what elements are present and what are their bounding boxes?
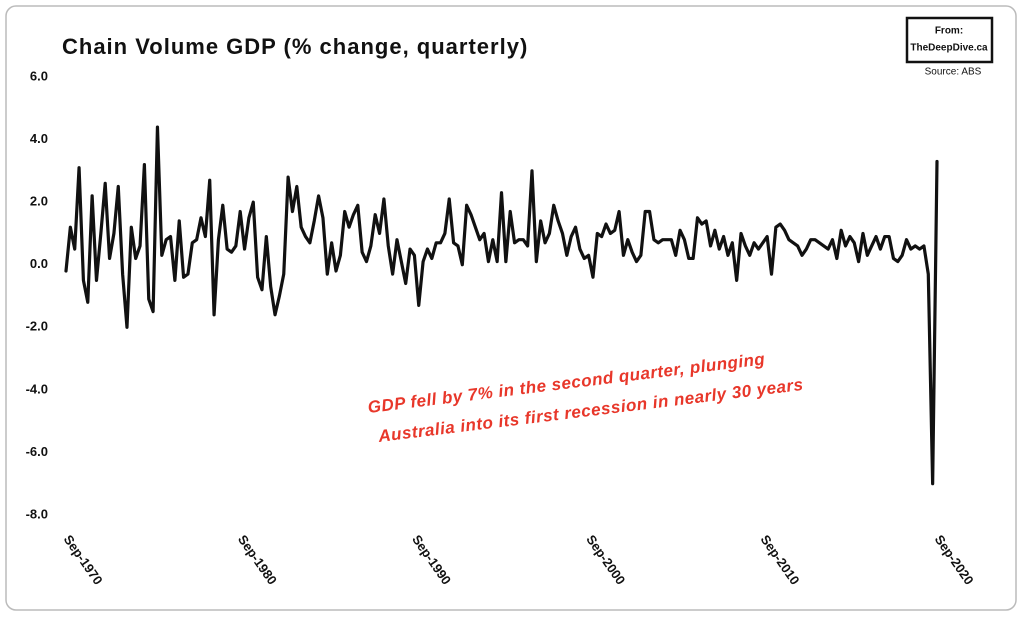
- y-tick-label: 6.0: [30, 68, 48, 83]
- y-tick-label: 2.0: [30, 194, 48, 209]
- y-tick-label: 4.0: [30, 131, 48, 146]
- brand-from: From:: [935, 26, 963, 37]
- brand-site: TheDeepDive.ca: [910, 43, 988, 54]
- y-tick-label: -4.0: [26, 381, 48, 396]
- y-tick-label: -6.0: [26, 444, 48, 459]
- source: Source: ABS: [925, 67, 982, 78]
- y-tick-label: -2.0: [26, 319, 48, 334]
- chart-title: Chain Volume GDP (% change, quarterly): [62, 34, 528, 59]
- brand-box: [905, 16, 994, 64]
- y-tick-label: -8.0: [26, 506, 48, 521]
- line-series: [64, 125, 939, 486]
- chart-frame: [5, 5, 1017, 611]
- y-tick-label: 0.0: [30, 256, 48, 271]
